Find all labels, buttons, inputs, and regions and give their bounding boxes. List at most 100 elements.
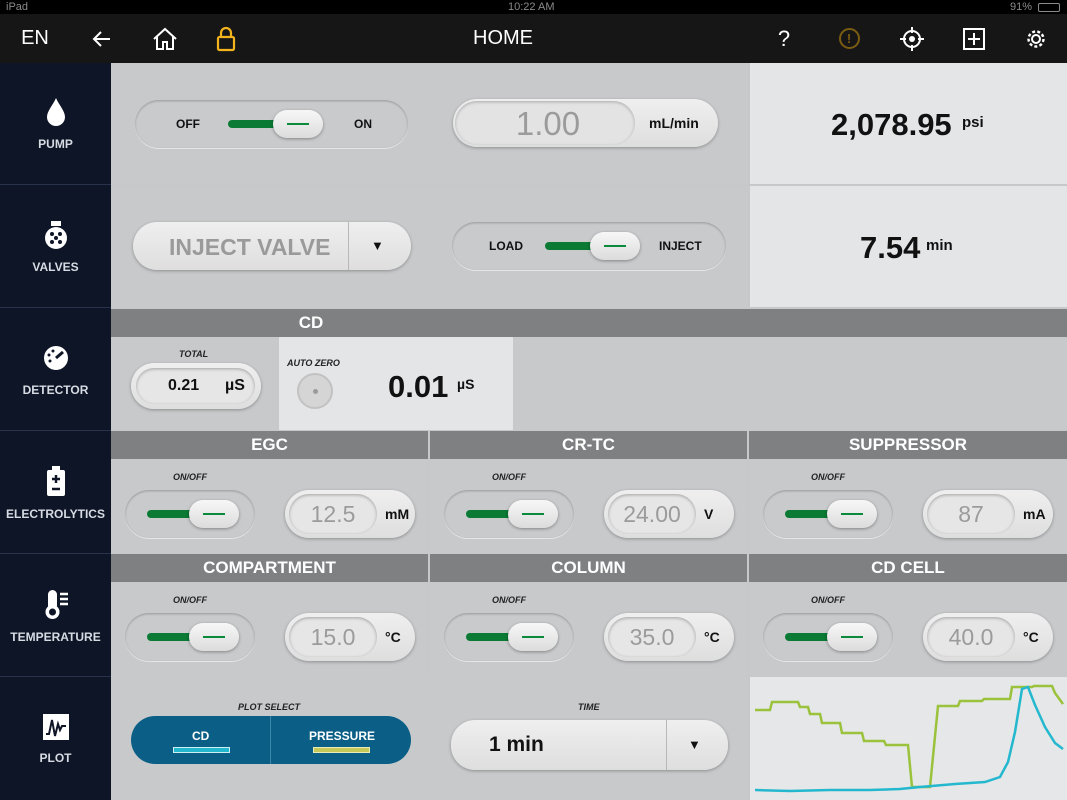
toggle-knob[interactable] — [508, 623, 558, 651]
mini-chart — [754, 684, 1065, 793]
time-select-value: 1 min — [489, 733, 544, 756]
onoff-toggle[interactable] — [444, 613, 574, 661]
setpoint-field[interactable]: 12.5 mM — [285, 490, 415, 538]
pressure-readout: 2,078.95 psi — [750, 63, 1067, 184]
onoff-label: ON/OFF — [811, 472, 845, 482]
plot-area — [750, 677, 1067, 800]
flow-unit: mL/min — [649, 115, 699, 131]
setpoint-field[interactable]: 87 mA — [923, 490, 1053, 538]
sidebar-item-label: VALVES — [32, 259, 79, 274]
section-header: EGC — [111, 431, 428, 459]
status-bar: iPad 10:22 AM 91% — [0, 0, 1067, 14]
auto-zero-label: AUTO ZERO — [287, 358, 340, 368]
cd-swatch — [173, 747, 230, 753]
flow-field[interactable]: 1.00 mL/min — [453, 99, 718, 147]
add-icon[interactable] — [958, 14, 990, 63]
toggle-knob[interactable] — [273, 110, 323, 138]
toggle-track — [466, 633, 526, 641]
control-cell: ON/OFF 24.00 V — [430, 460, 747, 553]
language-button[interactable]: EN — [21, 27, 49, 49]
run-time-value: 7.54 — [860, 230, 921, 265]
setpoint-value[interactable]: 40.0 — [948, 624, 994, 650]
battery-label: 91% — [1010, 1, 1033, 13]
pressure-swatch — [313, 747, 370, 753]
carrier-label: iPad — [6, 1, 29, 13]
drop-icon — [46, 97, 65, 126]
sidebar-item-pump[interactable]: PUMP — [0, 63, 111, 185]
setpoint-field[interactable]: 40.0 °C — [923, 613, 1053, 661]
flow-value[interactable]: 1.00 — [515, 105, 581, 142]
valve-controls: INJECT VALVE ▼ LOAD INJECT — [111, 186, 748, 307]
sidebar-item-label: PUMP — [38, 136, 73, 151]
plot-select-segment: CD PRESSURE — [131, 716, 411, 764]
time-readout: 7.54 min — [750, 186, 1067, 307]
plot-cd-option[interactable]: CD — [131, 716, 271, 764]
toggle-track — [228, 120, 288, 128]
chart-icon — [42, 714, 69, 740]
valve-select[interactable]: INJECT VALVE ▼ — [133, 222, 411, 270]
onoff-toggle[interactable] — [763, 613, 893, 661]
gear-icon[interactable] — [1020, 14, 1052, 63]
back-arrow-icon[interactable] — [86, 14, 118, 63]
toggle-track — [785, 633, 845, 641]
valve-toggle[interactable]: LOAD INJECT — [452, 222, 726, 270]
onoff-toggle[interactable] — [125, 613, 255, 661]
off-label: OFF — [176, 117, 200, 131]
toggle-knob[interactable] — [590, 232, 640, 260]
target-icon[interactable] — [896, 14, 928, 63]
setpoint-value[interactable]: 12.5 — [310, 501, 356, 527]
setpoint-field[interactable]: 15.0 °C — [285, 613, 415, 661]
setpoint-value[interactable]: 35.0 — [629, 624, 675, 650]
sidebar-item-electrolytics[interactable]: ELECTROLYTICS — [0, 432, 111, 554]
cd-series-line — [754, 685, 1064, 793]
help-icon[interactable]: ? — [777, 25, 791, 51]
lock-icon[interactable] — [210, 14, 242, 63]
clock: 10:22 AM — [508, 1, 555, 13]
control-cell: ON/OFF 12.5 mM — [111, 460, 428, 553]
setpoint-field[interactable]: 35.0 °C — [604, 613, 734, 661]
pressure-unit: psi — [962, 114, 984, 131]
setpoint-value[interactable]: 87 — [958, 501, 984, 527]
warning-glyph: ! — [838, 28, 860, 49]
sidebar-item-detector[interactable]: DETECTOR — [0, 309, 111, 431]
warning-icon[interactable]: ! — [834, 14, 864, 63]
valve-select-value: INJECT VALVE — [169, 234, 331, 260]
toggle-knob[interactable] — [508, 500, 558, 528]
time-select[interactable]: 1 min ▼ — [451, 720, 728, 770]
setpoint-field[interactable]: 24.00 V — [604, 490, 734, 538]
setpoint-value[interactable]: 24.00 — [623, 501, 681, 527]
setpoint-value[interactable]: 15.0 — [310, 624, 356, 650]
pump-toggle[interactable]: OFF ON — [135, 100, 408, 148]
auto-zero-button[interactable] — [297, 373, 333, 409]
section-header: COMPARTMENT — [111, 554, 428, 582]
control-cell: ON/OFF 15.0 °C — [111, 583, 428, 676]
control-cell: ON/OFF 40.0 °C — [749, 583, 1067, 676]
setpoint-unit: °C — [1023, 629, 1039, 645]
toggle-knob[interactable] — [189, 623, 239, 651]
toggle-knob[interactable] — [189, 500, 239, 528]
battery-icon — [46, 465, 65, 496]
toolbar: EN HOME ? ! — [0, 14, 1067, 63]
total-value: 0.21 — [168, 377, 200, 394]
onoff-toggle[interactable] — [125, 490, 255, 538]
setpoint-unit: mA — [1023, 506, 1046, 522]
sidebar-item-label: ELECTROLYTICS — [6, 506, 105, 521]
total-field[interactable]: 0.21 µS — [131, 363, 261, 409]
plot-pressure-option[interactable]: PRESSURE — [271, 716, 411, 764]
section-header: CR-TC — [430, 431, 747, 459]
home-icon[interactable] — [148, 14, 182, 63]
run-time-unit: min — [926, 237, 953, 254]
sidebar-item-valves[interactable]: VALVES — [0, 186, 111, 308]
toggle-track — [785, 510, 845, 518]
toggle-knob[interactable] — [827, 623, 877, 651]
toggle-knob[interactable] — [827, 500, 877, 528]
control-cell: ON/OFF 35.0 °C — [430, 583, 747, 676]
onoff-toggle[interactable] — [444, 490, 574, 538]
onoff-toggle[interactable] — [763, 490, 893, 538]
sidebar-item-temperature[interactable]: TEMPERATURE — [0, 555, 111, 677]
chevron-down-icon: ▼ — [371, 238, 384, 253]
load-label: LOAD — [489, 239, 523, 253]
sidebar-item-plot[interactable]: PLOT — [0, 678, 111, 800]
toggle-track — [466, 510, 526, 518]
